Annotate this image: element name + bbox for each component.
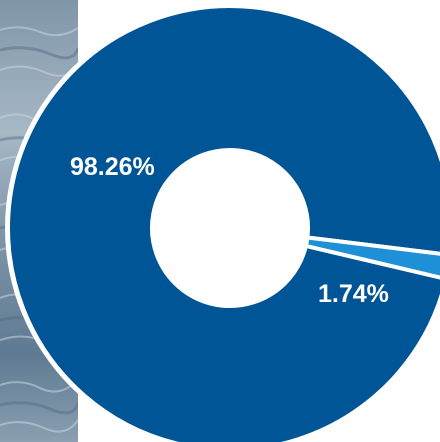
slice-label-1-74: 1.74% <box>318 280 389 308</box>
donut-hole <box>152 150 308 306</box>
slice-label-98-26: 98.26% <box>70 153 155 181</box>
